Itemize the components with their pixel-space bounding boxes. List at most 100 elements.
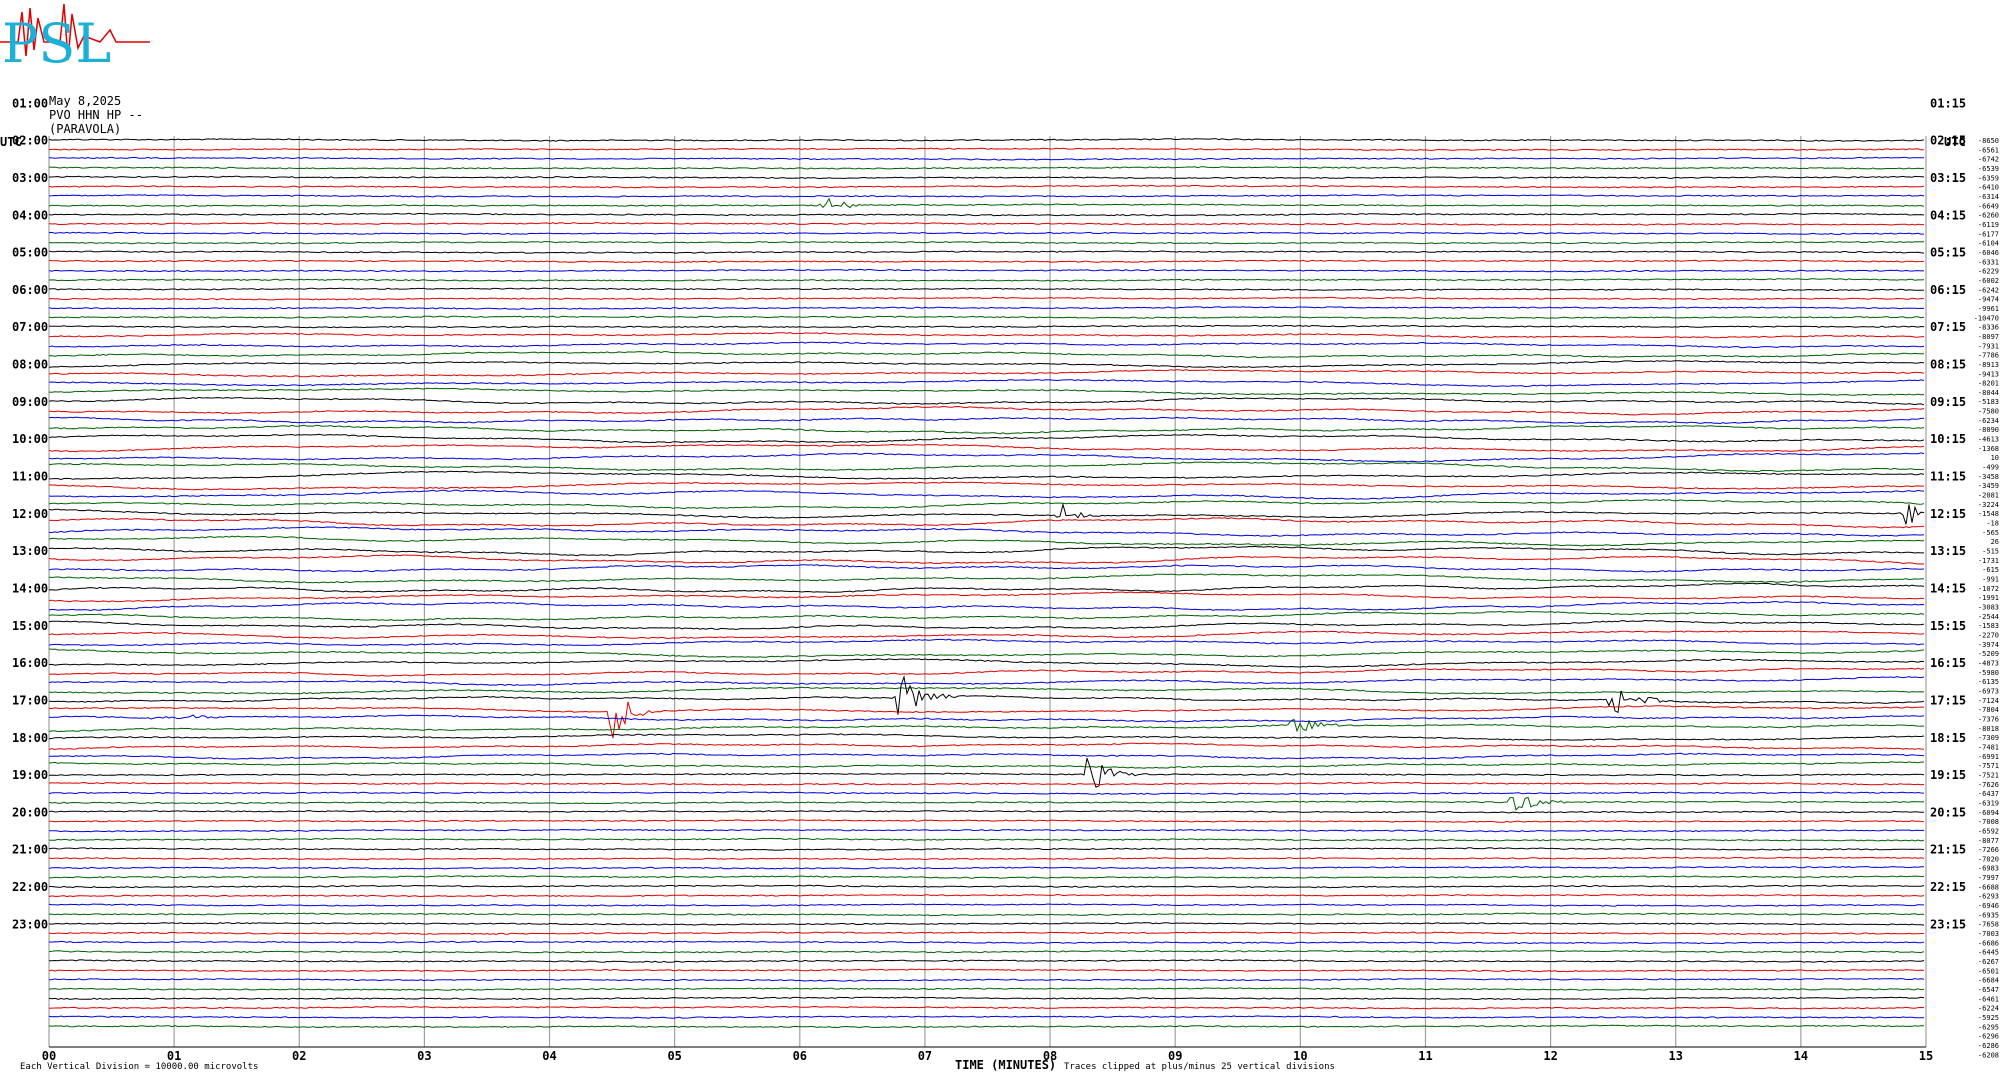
trace-offset-label: -8097 [1978,333,1999,341]
trace-89 [48,968,1925,973]
trace-offset-label: -3459 [1978,482,1999,490]
trace-offset-label: -7003 [1978,930,1999,938]
trace-30 [48,416,1925,425]
trace-29 [48,405,1925,416]
trace-offset-label: -615 [1982,566,1999,574]
hour-label-left: 09:00 [12,395,48,409]
trace-57 [48,667,1925,677]
hour-label-left: 06:00 [12,283,48,297]
trace-offset-label: -6286 [1978,1042,1999,1050]
trace-offset-label: -6983 [1978,865,1999,873]
trace-offset-label: -4613 [1978,436,1999,444]
trace-offset-label: -1991 [1978,594,1999,602]
hour-label-right: 06:15 [1930,283,1966,297]
hour-label-right: 07:15 [1930,320,1966,334]
trace-offset-label: -6501 [1978,967,1999,975]
trace-offset-label: -8077 [1978,837,1999,845]
trace-24 [48,360,1925,369]
trace-offset-label: -18 [1986,520,1999,528]
hour-label-right: 08:15 [1930,358,1966,372]
trace-54 [48,638,1924,647]
trace-offset-label: -6649 [1978,202,1999,210]
trace-offset-label: -6293 [1978,893,1999,901]
hour-label-right: 03:15 [1930,171,1966,185]
x-tick-label: 03 [417,1049,431,1063]
trace-offset-label: -6331 [1978,258,1999,266]
utc-right-label: UTC [1944,135,1966,149]
x-tick-label: 06 [793,1049,807,1063]
x-tick-label: 11 [1418,1049,1432,1063]
hour-label-left: 16:00 [12,656,48,670]
trace-45 [48,554,1925,565]
trace-offset-label: -7376 [1978,715,1999,723]
trace-32 [48,433,1925,444]
trace-offset-label: -7997 [1978,874,1999,882]
hour-label-right: 18:15 [1930,731,1966,745]
trace-18 [48,306,1925,310]
trace-56 [48,658,1925,668]
trace-offset-label: -2544 [1978,613,1999,621]
seismogram-traces [48,138,1925,1029]
trace-83 [48,912,1925,917]
trace-82 [48,903,1924,907]
psl-logo: PSL [0,0,204,75]
trace-50 [48,601,1925,612]
trace-43 [48,535,1925,547]
trace-73 [49,819,1925,823]
trace-offset-label: -9474 [1978,296,1999,304]
trace-offset-label: 10 [1991,454,1999,462]
trace-44 [48,545,1924,557]
right-hour-labels: 01:15 02:15 03:15 04:15 05:15 06:15 07:15 08:15… [1930,96,1966,931]
trace-offset-label: -1583 [1978,622,1999,630]
trace-6 [48,194,1925,198]
trace-offset-label: -6224 [1978,1005,1999,1013]
trace-offset-label: -8018 [1978,725,1999,733]
trace-offset-label: -6135 [1978,678,1999,686]
hour-label-right: 20:15 [1930,805,1966,819]
trace-offset-label: -6319 [1978,799,1999,807]
trace-offset-label: -7580 [1978,408,1999,416]
trace-offset-label: -6002 [1978,277,1999,285]
trace-offset-label: -6547 [1978,986,1999,994]
trace-76 [48,847,1925,852]
hour-label-right: 21:15 [1930,843,1966,857]
location-label: (PARAVOLA) [49,122,122,136]
trace-offset-label: -3083 [1978,604,1999,612]
logo-seismic-trace [0,3,150,61]
hour-label-right: 11:15 [1930,470,1966,484]
trace-71 [48,796,1925,811]
trace-66 [49,752,1925,760]
trace-22 [48,341,1925,349]
trace-91 [48,987,1925,991]
logo-graphic: PSL [0,3,150,75]
trace-offset-label: -5209 [1978,650,1999,658]
trace-offset-label: -2270 [1978,631,1999,639]
trace-63 [48,718,1925,733]
trace-86 [48,940,1925,945]
trace-offset-label: -6094 [1978,809,1999,817]
trace-52 [48,619,1925,631]
hour-label-left: 18:00 [12,731,48,745]
trace-84 [48,922,1925,926]
trace-offset-label: -7571 [1978,762,1999,770]
trace-65 [48,742,1925,751]
hour-label-left: 21:00 [12,843,48,857]
trace-offset-label: -6935 [1978,911,1999,919]
x-tick-label: 09 [1168,1049,1182,1063]
x-tick-label: 14 [1794,1049,1808,1063]
trace-90 [48,977,1925,982]
trace-61 [48,701,1925,739]
trace-4 [49,175,1925,180]
trace-offset-label: -5925 [1978,1014,1999,1022]
hour-label-right: 17:15 [1930,693,1966,707]
trace-55 [48,648,1925,658]
trace-2 [48,156,1925,161]
trace-offset-label: -2081 [1978,492,1999,500]
trace-offset-label: -6260 [1978,212,1999,220]
x-tick-label: 01 [167,1049,181,1063]
trace-85 [48,931,1925,935]
trace-38 [48,489,1925,500]
trace-16 [48,287,1925,292]
trace-94 [48,1015,1925,1019]
trace-95 [48,1024,1925,1029]
